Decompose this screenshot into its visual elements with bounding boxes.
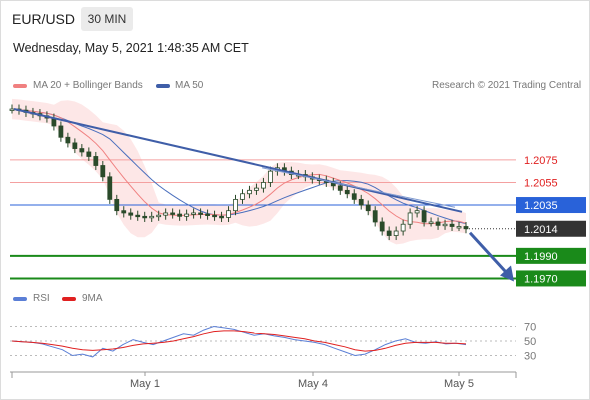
price-candle	[170, 212, 176, 215]
price-candle	[240, 193, 245, 200]
ma20-legend-label: MA 20 + Bollinger Bands	[33, 80, 143, 91]
price-candle	[177, 213, 183, 217]
price-candle	[9, 108, 15, 111]
last-price-tag	[516, 220, 586, 237]
price-candle	[128, 212, 134, 216]
price-candle	[93, 156, 99, 166]
channel-line	[261, 167, 456, 208]
price-candle	[358, 198, 364, 206]
price-candle	[156, 214, 162, 218]
ma50-legend-swatch	[156, 84, 170, 88]
price-candle	[379, 221, 385, 232]
rsi-tick-50: 50	[524, 336, 536, 348]
level-label-1.1970: 1.1970	[524, 273, 558, 285]
price-candle	[226, 210, 231, 218]
price-candle	[365, 204, 371, 212]
rsi-tick-70: 70	[524, 322, 536, 334]
level-label-1.2075: 1.2075	[524, 155, 558, 167]
timeframe-badge[interactable]: 30 MIN	[81, 7, 133, 31]
projection-arrow-head	[500, 265, 514, 282]
price-candle	[65, 136, 71, 144]
x-tick-label: May 5	[444, 378, 474, 390]
bollinger-band	[12, 98, 466, 245]
price-candle	[184, 213, 190, 217]
price-candle	[205, 213, 210, 216]
price-candle	[414, 210, 420, 214]
price-candle	[142, 215, 148, 219]
level-tag-1.1970	[516, 270, 586, 287]
price-candle	[135, 214, 141, 218]
price-candle	[337, 185, 343, 191]
level-label-1.2055: 1.2055	[524, 177, 558, 189]
price-candle	[393, 230, 399, 236]
ma20-legend-swatch	[13, 84, 27, 88]
ma50-line	[11, 108, 467, 225]
price-candle	[421, 210, 427, 223]
price-candle	[268, 170, 273, 183]
price-candle	[233, 198, 238, 212]
price-candle	[149, 215, 155, 219]
price-candle	[435, 221, 441, 226]
price-candle	[79, 148, 85, 153]
rsi-ma-legend-swatch	[62, 297, 76, 301]
price-candle	[386, 230, 392, 236]
price-candle	[114, 198, 120, 212]
ma20-line	[11, 108, 467, 225]
x-tick-label: May 4	[298, 378, 328, 390]
projection-arrow	[468, 231, 512, 278]
price-candle	[261, 182, 266, 189]
price-candle	[254, 187, 259, 191]
price-candle	[428, 221, 434, 224]
x-tick-label: May 1	[130, 378, 160, 390]
rsi-legend-label: RSI	[33, 293, 50, 304]
price-candle	[247, 189, 252, 195]
price-candle	[121, 210, 127, 214]
symbol-title: EUR/USD	[12, 11, 76, 27]
rsi-ma-legend-label: 9MA	[82, 293, 103, 304]
last-price-label: 1.2014	[524, 224, 558, 236]
price-candle	[372, 210, 378, 223]
chart-datetime: Wednesday, May 5, 2021 1:48:35 AM CET	[13, 41, 249, 55]
level-label-1.1990: 1.1990	[524, 251, 558, 263]
price-candle	[163, 212, 169, 216]
credit-label: Research © 2021 Trading Central	[432, 80, 582, 91]
price-candle	[449, 223, 455, 227]
price-candle	[351, 193, 357, 200]
price-candle	[219, 215, 224, 219]
price-candle	[442, 223, 448, 227]
rsi-ma-line	[11, 330, 467, 352]
level-tag-1.1990	[516, 247, 586, 264]
price-candle	[463, 226, 469, 230]
price-candle	[400, 223, 406, 232]
price-candle	[58, 125, 64, 138]
downtrend-line	[13, 108, 463, 213]
price-candle	[344, 189, 350, 195]
price-candle	[456, 226, 462, 229]
rsi-legend-swatch	[13, 297, 27, 301]
level-tag-1.2035	[516, 197, 586, 214]
rsi-tick-30: 30	[524, 351, 536, 363]
price-candle	[198, 212, 203, 215]
price-candle	[191, 212, 197, 215]
price-candle	[407, 212, 413, 225]
price-candle	[86, 151, 92, 157]
level-label-1.2035: 1.2035	[524, 200, 558, 212]
ma50-legend-label: MA 50	[175, 80, 204, 91]
price-candle	[72, 142, 78, 149]
price-candle	[100, 165, 106, 178]
price-candle	[212, 214, 217, 218]
price-candle	[107, 176, 113, 200]
